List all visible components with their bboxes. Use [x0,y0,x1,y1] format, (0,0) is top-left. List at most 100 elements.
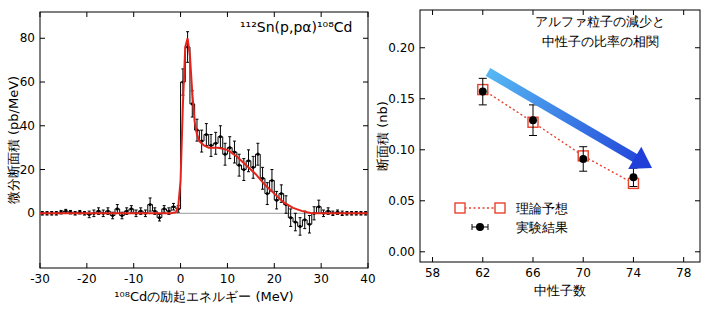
histogram-riser [119,209,120,216]
y-tick-label: 0.10 [388,143,415,157]
figure: -30-20-10010203040020406080¹⁰⁸Cdの励起エネルギー… [0,0,720,310]
data-point [256,153,259,156]
data-point [280,192,283,195]
histogram-riser [297,222,298,226]
data-point [629,173,637,181]
error-cap [210,156,213,157]
data-point [579,155,587,163]
x-tick [432,257,433,262]
error-cap [102,210,105,211]
annotation: 中性子の比率の相関 [542,34,659,49]
error-cap [308,232,311,233]
error-cap [331,215,334,216]
x-tick [227,12,228,17]
error-cap [238,154,241,155]
error-cap [233,162,236,163]
error-cap [224,143,227,144]
error-cap [121,218,124,219]
error-cap [233,141,236,142]
y-tick-label: 20 [20,163,35,177]
data-point [228,146,231,149]
histogram-riser [114,209,115,216]
data-point [167,210,170,213]
legend-label: 理論予想 [516,201,568,216]
histogram-riser [255,154,256,167]
y-tick-label: 0 [27,206,35,220]
error-cap [261,189,264,190]
y-tick [40,82,45,83]
x-tick-label: 20 [267,272,282,286]
error-cap [479,78,487,79]
data-point [158,216,161,219]
error-cap [529,135,537,136]
y-tick [420,47,425,48]
error-cap [228,158,231,159]
error-cap [327,207,330,208]
error-cap [322,210,325,211]
x-tick [321,263,322,268]
error-cap [247,149,250,150]
error-cap [322,216,325,217]
y-tick [420,98,425,99]
error-cap [106,207,109,208]
y-tick [420,149,425,150]
error-cap [130,205,133,206]
legend-error [488,224,489,230]
y-tick [420,251,425,252]
data-point [223,153,226,156]
error-cap [479,104,487,105]
error-cap [144,210,147,211]
error-cap [247,171,250,172]
data-point [209,144,212,147]
y-tick [363,38,368,39]
error-cap [629,186,637,187]
data-point [111,214,114,217]
x-tick [274,263,275,268]
error-cap [341,211,344,212]
error-cap [163,205,166,206]
x-tick [133,263,134,268]
error-cap [270,169,273,170]
error-cap [256,165,259,166]
legend: 理論予想実験結果 [455,201,568,235]
x-tick [180,12,181,17]
y-tick [695,251,700,252]
y-axis-label: 微分断面積 (pb/MeV) [6,76,21,204]
y-tick [695,47,700,48]
x-tick [86,12,87,17]
annotation: アルファ粒子の減少と [535,14,665,29]
error-cap [97,207,100,208]
error-cap [579,171,587,172]
y-tick [40,125,45,126]
data-point [139,210,142,213]
histogram-riser [218,137,219,144]
y-tick [695,98,700,99]
plot-area [40,32,368,235]
histogram-riser [147,205,148,214]
y-tick [40,169,45,170]
error-cap [313,206,316,207]
error-cap [238,176,241,177]
legend-error [472,224,473,230]
data-point [97,210,100,213]
error-cap [289,208,292,209]
data-point [163,207,166,210]
y-tick [695,200,700,201]
error-cap [167,207,170,208]
error-cap [195,141,198,142]
data-point [116,207,119,210]
legend-marker [455,203,465,213]
legend-label: 実験結果 [516,220,568,235]
error-cap [303,228,306,229]
histogram-riser [288,205,289,218]
data-point [294,220,297,223]
error-cap [195,119,198,120]
error-cap [186,31,189,32]
data-point [266,192,269,195]
plot-frame [420,10,700,262]
error-cap [252,178,255,179]
histogram-riser [232,148,233,152]
data-point [327,210,330,213]
x-tick-label: 66 [525,266,540,280]
histogram-riser [311,213,312,224]
